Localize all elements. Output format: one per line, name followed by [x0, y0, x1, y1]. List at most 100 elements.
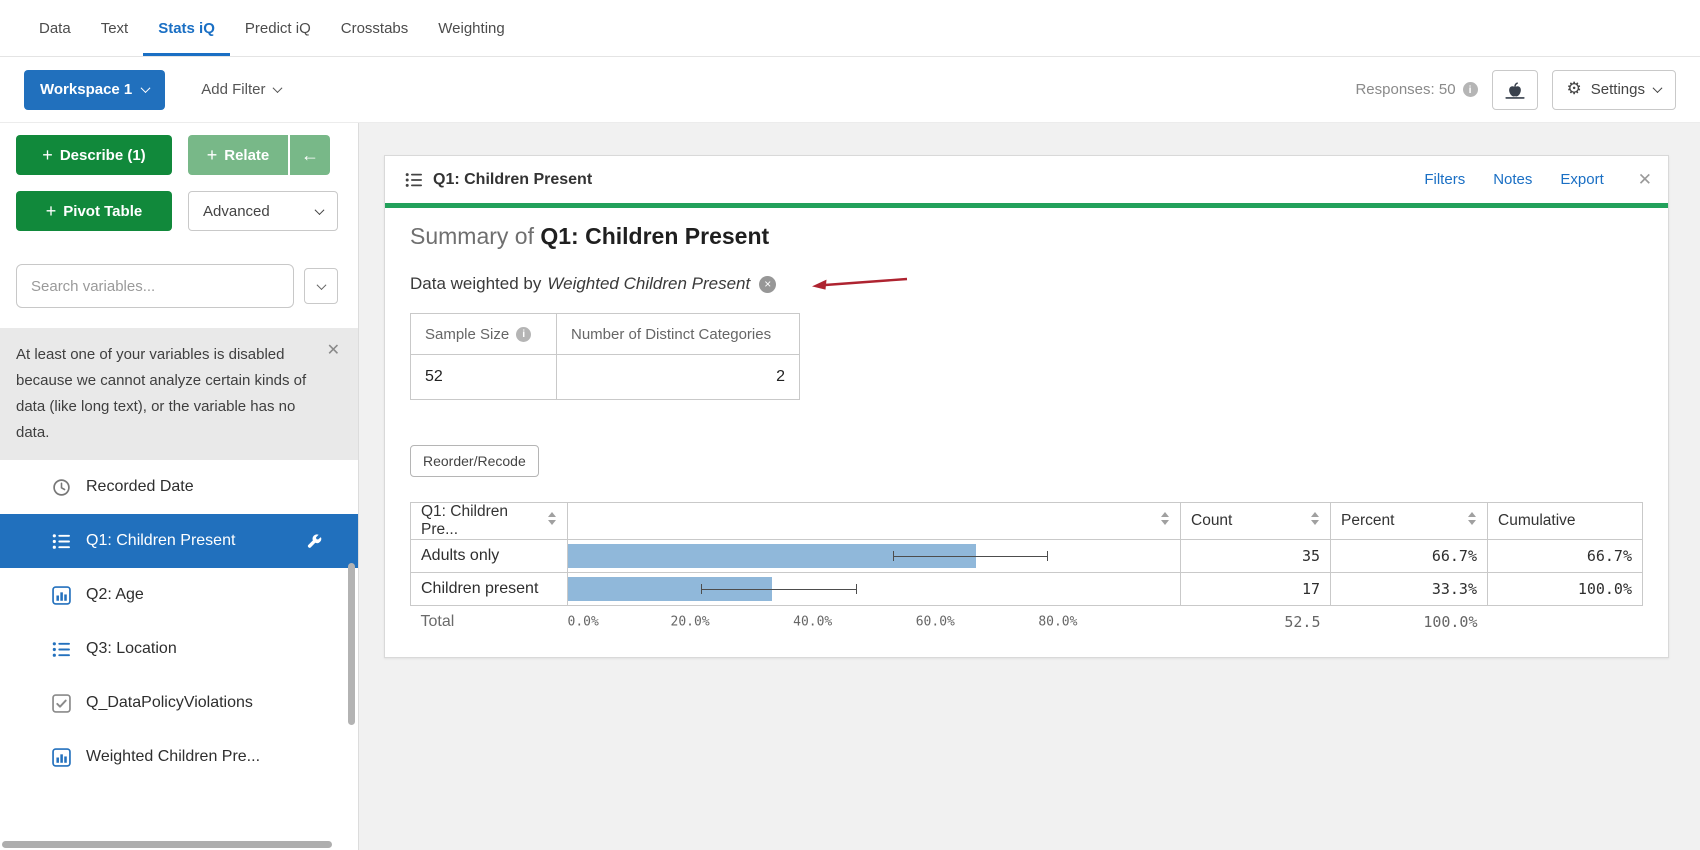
total-percent: 100.0% [1330, 605, 1488, 639]
x-axis: 0.0% 20.0% 40.0% 60.0% 80.0% [567, 605, 1181, 639]
vertical-scrollbar[interactable] [348, 563, 355, 725]
relate-label: Relate [224, 146, 270, 164]
variable-column-label: Q1: Children Pre... [421, 503, 509, 538]
search-variables-input[interactable] [16, 264, 294, 308]
advanced-dropdown[interactable]: Advanced [188, 191, 338, 231]
category-label: Adults only [410, 539, 568, 573]
horizontal-scrollbar[interactable] [2, 841, 332, 848]
percent-column-header: Percent [1330, 502, 1488, 540]
back-arrow-icon: ← [301, 144, 319, 165]
total-cumulative-empty [1487, 605, 1643, 639]
confidence-interval-whisker [892, 551, 1049, 561]
close-icon[interactable]: ✕ [326, 342, 340, 359]
variable-q1-children-present[interactable]: Q1: Children Present [0, 514, 358, 568]
add-filter-button[interactable]: Add Filter [201, 81, 283, 98]
axis-tick: 40.0% [793, 614, 833, 630]
learning-resources-button[interactable] [1491, 69, 1538, 110]
confidence-interval-whisker [701, 584, 857, 594]
distinct-categories-header: Number of Distinct Categories [556, 313, 800, 355]
sort-icon[interactable] [1160, 512, 1170, 530]
total-label: Total [410, 605, 568, 639]
variable-q-datapolicyviolations[interactable]: Q_DataPolicyViolations [0, 676, 358, 730]
info-icon[interactable]: i [1462, 82, 1478, 97]
frequency-table: Q1: Children Pre... [410, 502, 1643, 639]
wrench-icon [306, 533, 322, 549]
pivot-table-button[interactable]: + Pivot Table [16, 191, 172, 231]
list-icon [405, 171, 423, 189]
sort-icon[interactable] [1467, 512, 1477, 530]
distinct-categories-value: 2 [556, 354, 800, 400]
cumulative-value: 100.0% [1487, 572, 1643, 606]
describe-button[interactable]: + Describe (1) [16, 135, 172, 175]
filters-link[interactable]: Filters [1424, 171, 1466, 188]
table-row: Adults only 35 66.7% 66.7% [410, 539, 1643, 573]
analysis-workspace: Q1: Children Present Filters Notes Expor… [359, 123, 1700, 850]
variable-weighted-children-present[interactable]: Weighted Children Pre... [0, 730, 358, 784]
tab-text[interactable]: Text [100, 19, 129, 37]
total-row: Total 0.0% 20.0% 40.0% 60.0% 80.0% 52.5 … [410, 605, 1643, 639]
total-count: 52.5 [1180, 605, 1331, 639]
chevron-down-icon [314, 204, 325, 215]
category-label: Children present [410, 572, 568, 606]
sample-size-header: Sample Size i [410, 313, 557, 355]
axis-tick: 80.0% [1038, 614, 1078, 630]
workspace-selector-button[interactable]: Workspace 1 [24, 69, 166, 110]
settings-button[interactable]: ⚙ Settings [1551, 69, 1676, 110]
percent-value: 33.3% [1330, 572, 1488, 606]
describe-label: Describe (1) [59, 146, 146, 164]
list-icon [52, 532, 71, 551]
bar-chart-cell [567, 572, 1181, 606]
summary-prefix: Summary of [410, 223, 534, 249]
axis-tick: 0.0% [567, 614, 599, 630]
add-filter-label: Add Filter [201, 81, 266, 98]
count-value: 17 [1180, 572, 1331, 606]
reorder-recode-button[interactable]: Reorder/Recode [410, 445, 539, 477]
bar-chart-icon [52, 585, 71, 605]
cumulative-column-header: Cumulative [1487, 502, 1643, 540]
chevron-down-icon [273, 83, 283, 94]
chart-column-header [567, 502, 1181, 540]
export-link[interactable]: Export [1560, 171, 1604, 188]
search-options-dropdown[interactable] [304, 268, 338, 304]
variable-recorded-date[interactable]: Recorded Date [0, 460, 358, 514]
analysis-card: Q1: Children Present Filters Notes Expor… [384, 155, 1669, 658]
close-icon[interactable]: ✕ [1637, 169, 1652, 189]
relate-button[interactable]: + Relate [188, 135, 288, 175]
workspace-label: Workspace 1 [40, 81, 133, 98]
sample-stats-table: Sample Size i Number of Distinct Categor… [410, 313, 800, 400]
axis-tick: 60.0% [915, 614, 955, 630]
notes-link[interactable]: Notes [1493, 171, 1533, 188]
responses-count: Responses: 50 i [1355, 81, 1478, 98]
sort-icon[interactable] [1310, 512, 1320, 530]
collapse-panel-button[interactable]: ← [290, 135, 330, 175]
tab-weighting[interactable]: Weighting [438, 19, 505, 37]
percent-column-label: Percent [1341, 512, 1395, 529]
remove-weight-icon[interactable]: × [759, 275, 777, 293]
tab-data[interactable]: Data [39, 19, 71, 37]
plus-icon: + [45, 201, 57, 221]
info-icon[interactable]: i [516, 326, 532, 342]
sample-size-label: Sample Size [425, 325, 510, 343]
weight-note: Data weighted by Weighted Children Prese… [410, 274, 1643, 294]
plus-icon: + [42, 145, 53, 165]
card-accent-bar [385, 203, 1668, 208]
variable-column-header: Q1: Children Pre... [410, 502, 568, 540]
tab-stats-iq[interactable]: Stats iQ [143, 0, 230, 56]
variable-label: Recorded Date [86, 478, 194, 495]
bar-chart-icon [52, 747, 71, 767]
advanced-label: Advanced [203, 202, 270, 220]
count-column-label: Count [1191, 512, 1233, 529]
disabled-variable-notice: At least one of your variables is disabl… [0, 328, 358, 460]
axis-tick: 20.0% [670, 614, 710, 630]
variable-list: Recorded Date Q1: Children Present [0, 460, 358, 784]
sample-size-value: 52 [410, 354, 557, 400]
tab-crosstabs[interactable]: Crosstabs [340, 19, 409, 37]
summary-heading: Summary of Q1: Children Present [410, 223, 1643, 250]
weight-variable-name: Weighted Children Present [547, 274, 751, 293]
tab-predict-iq[interactable]: Predict iQ [244, 19, 311, 37]
count-value: 35 [1180, 539, 1331, 573]
sort-icon[interactable] [547, 512, 557, 530]
variable-q2-age[interactable]: Q2: Age [0, 568, 358, 622]
variable-q3-location[interactable]: Q3: Location [0, 622, 358, 676]
